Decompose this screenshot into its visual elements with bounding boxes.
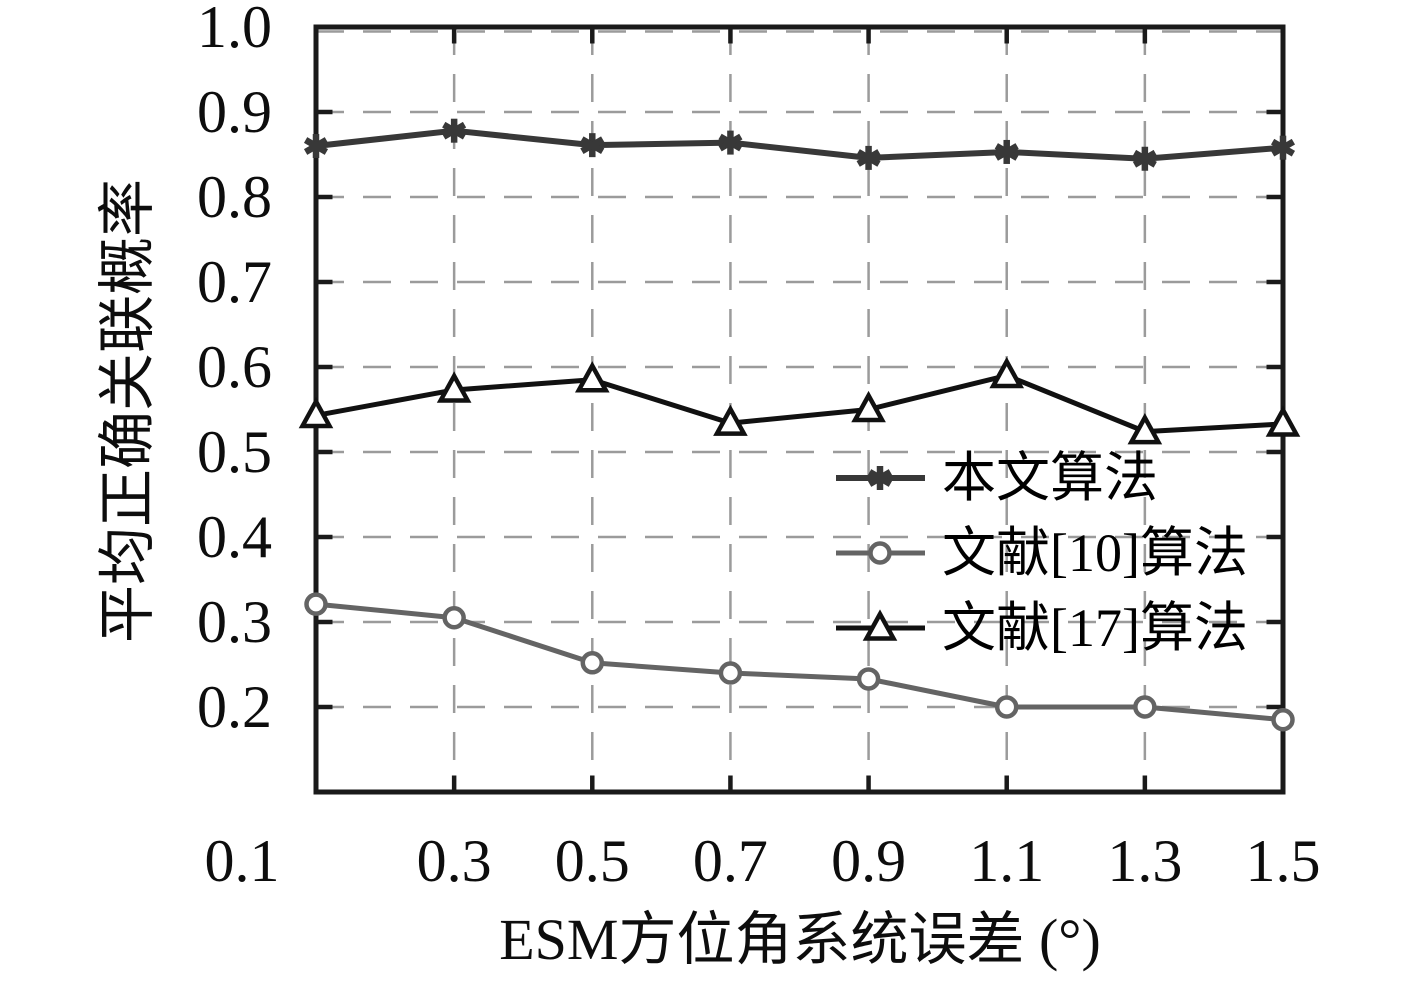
circle-marker-icon xyxy=(856,667,881,691)
circle-marker-icon xyxy=(994,695,1019,719)
y-axis-title: 平均正确关联概率 xyxy=(95,179,160,644)
circle-marker-icon xyxy=(580,651,605,675)
triangle-marker-icon xyxy=(989,356,1025,389)
star-marker-icon xyxy=(442,118,467,143)
triangle-marker-icon xyxy=(436,371,472,403)
legend-label: 本文算法 xyxy=(942,447,1158,508)
legend-label: 文献[17]算法 xyxy=(942,597,1248,658)
star-marker-icon xyxy=(718,130,743,155)
circle-marker-icon xyxy=(442,606,466,630)
star-marker-icon xyxy=(994,139,1019,164)
star-marker-icon xyxy=(836,465,925,490)
circle-marker-icon xyxy=(836,540,925,565)
star-marker-icon xyxy=(303,134,329,158)
star-marker-icon xyxy=(856,145,881,170)
star-marker-icon xyxy=(1270,135,1296,160)
triangle-marker-icon xyxy=(1265,405,1301,437)
triangle-marker-icon xyxy=(298,396,334,429)
legend-item-benwen: 本文算法 xyxy=(833,440,1248,515)
circle-marker-icon xyxy=(1271,708,1295,732)
series-line-star xyxy=(315,127,1284,162)
x-axis-title: ESM方位角系统误差 (°) xyxy=(499,907,1101,972)
series-line-circle xyxy=(315,601,1284,723)
legend-item-ref17: 文献[17]算法 xyxy=(833,590,1248,665)
star-marker-icon xyxy=(867,465,893,490)
circle-marker-icon xyxy=(304,592,328,616)
legend-item-ref10: 文献[10]算法 xyxy=(833,515,1248,590)
legend: 本文算法 文献[10]算法 文献[17]算法 xyxy=(833,440,1248,665)
triangle-marker-icon xyxy=(1127,412,1163,445)
circle-marker-icon xyxy=(868,540,892,565)
circle-marker-icon xyxy=(718,661,743,685)
star-marker-icon xyxy=(1132,146,1157,171)
triangle-marker-icon xyxy=(574,361,610,393)
triangle-marker-icon xyxy=(836,608,925,641)
star-marker-icon xyxy=(580,133,605,158)
triangle-marker-icon xyxy=(713,404,748,436)
circle-marker-icon xyxy=(1133,695,1157,719)
triangle-marker-icon xyxy=(862,608,898,641)
legend-label: 文献[10]算法 xyxy=(942,522,1248,583)
triangle-marker-icon xyxy=(851,390,886,423)
series-line-triangle xyxy=(315,373,1284,435)
